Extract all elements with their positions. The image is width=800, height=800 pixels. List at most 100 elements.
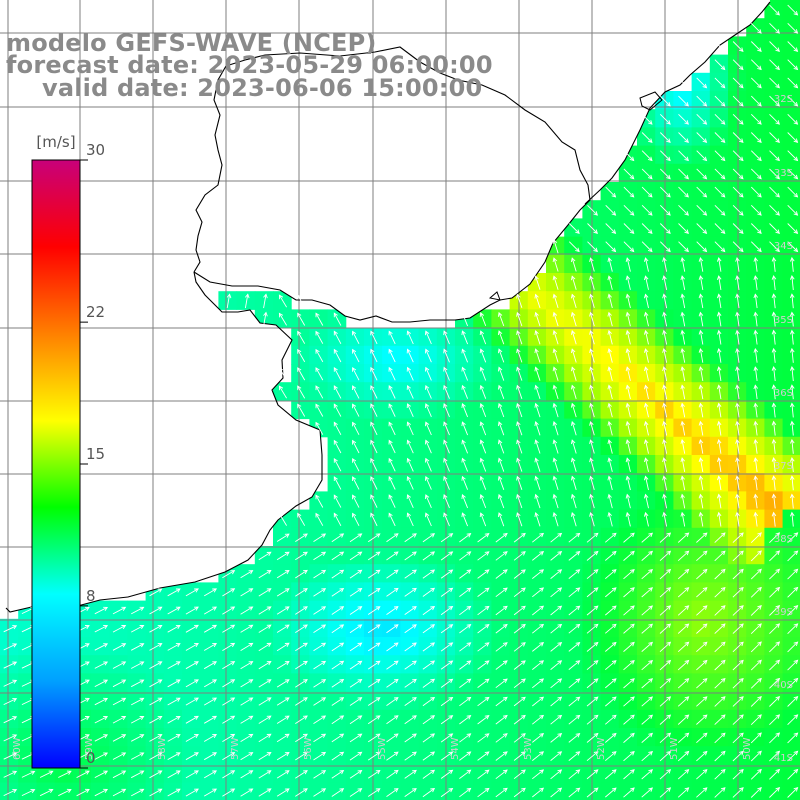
wind-arrow	[696, 787, 708, 798]
wind-arrow	[769, 696, 781, 707]
wind-arrow	[735, 475, 740, 491]
wind-cell	[782, 491, 800, 511]
wind-cell	[709, 327, 729, 347]
wind-cell	[764, 509, 784, 529]
wind-arrow	[641, 150, 653, 162]
wind-arrow	[461, 494, 469, 509]
wind-cell	[782, 400, 800, 420]
wind-cell	[764, 582, 784, 602]
wind-cell	[546, 764, 565, 784]
wind-arrow	[440, 787, 454, 798]
wind-cell	[764, 382, 784, 401]
wind-cell	[527, 764, 547, 784]
wind-cell	[600, 291, 620, 310]
wind-arrow	[678, 77, 689, 89]
wind-cell	[764, 673, 784, 693]
wind-cell	[273, 600, 292, 620]
wind-cell	[782, 728, 800, 747]
wind-arrow	[732, 696, 744, 707]
wind-arrow	[222, 679, 236, 688]
wind-cell	[728, 345, 747, 365]
wind-cell	[728, 527, 747, 547]
wind-arrow	[568, 678, 581, 689]
wind-arrow	[732, 168, 744, 180]
wind-cell	[600, 709, 620, 729]
wind-cell	[254, 728, 274, 747]
wind-arrow	[331, 733, 345, 743]
colorbar-tick-label: 8	[86, 587, 96, 605]
wind-cell	[291, 764, 310, 784]
wind-arrow	[605, 714, 617, 725]
wind-arrow	[222, 697, 236, 706]
wind-cell	[728, 655, 747, 674]
wind-cell	[145, 709, 165, 729]
wind-cell	[200, 655, 219, 674]
wind-cell	[709, 746, 729, 765]
wind-cell	[746, 382, 765, 401]
wind-arrow	[331, 678, 345, 688]
wind-cell	[691, 364, 711, 383]
wind-cell	[728, 400, 747, 420]
wind-cell	[291, 655, 310, 674]
wind-cell	[309, 764, 329, 784]
wind-cell	[236, 291, 256, 310]
wind-arrow	[278, 312, 287, 326]
wind-arrow	[532, 787, 545, 798]
wind-arrow	[714, 59, 726, 71]
wind-cell	[546, 582, 565, 602]
wind-arrow	[570, 512, 577, 527]
wind-arrow	[497, 439, 505, 454]
wind-arrow	[222, 642, 236, 651]
lat-label: 36S	[774, 388, 793, 399]
wind-cell	[728, 418, 747, 438]
wind-arrow	[278, 512, 287, 526]
wind-cell	[746, 291, 765, 310]
wind-arrow	[203, 770, 217, 779]
wind-arrow	[570, 257, 577, 272]
wind-cell	[546, 564, 565, 583]
wind-arrow	[607, 384, 613, 400]
wind-arrow	[422, 605, 436, 616]
wind-arrow	[422, 751, 436, 761]
wind-cell	[236, 709, 256, 729]
wind-arrow	[440, 624, 454, 634]
wind-arrow	[370, 330, 378, 345]
wind-arrow	[240, 733, 254, 742]
wind-cell	[764, 364, 784, 383]
wind-arrow	[479, 494, 487, 509]
wind-cell	[254, 782, 274, 800]
wind-cell	[782, 436, 800, 456]
wind-arrow	[534, 493, 541, 509]
wind-arrow	[352, 512, 360, 527]
wind-arrow	[680, 347, 686, 363]
wind-arrow	[696, 241, 708, 253]
wind-cell	[618, 436, 638, 456]
wind-arrow	[771, 438, 777, 454]
wind-arrow	[532, 532, 545, 543]
wind-arrow	[750, 641, 762, 653]
wind-arrow	[149, 788, 163, 797]
wind-arrow	[696, 750, 708, 762]
wind-arrow	[732, 532, 744, 543]
wind-arrow	[112, 788, 127, 797]
wind-arrow	[550, 678, 563, 689]
wind-cell	[564, 655, 583, 674]
wind-arrow	[750, 132, 762, 143]
wind-cell	[673, 364, 693, 383]
wind-cell	[455, 618, 474, 638]
wind-cell	[109, 764, 128, 784]
wind-arrow	[167, 715, 181, 724]
wind-arrow	[696, 223, 708, 234]
wind-cell	[254, 709, 274, 729]
wind-cell	[345, 600, 365, 620]
wind-arrow	[714, 568, 726, 580]
wind-cell	[691, 600, 711, 620]
wind-arrow	[552, 239, 559, 254]
wind-arrow	[735, 256, 740, 272]
wind-arrow	[112, 734, 127, 742]
wind-cell	[400, 564, 420, 583]
wind-cell	[182, 673, 201, 693]
wind-arrow	[424, 330, 432, 345]
wind-cell	[109, 728, 128, 747]
